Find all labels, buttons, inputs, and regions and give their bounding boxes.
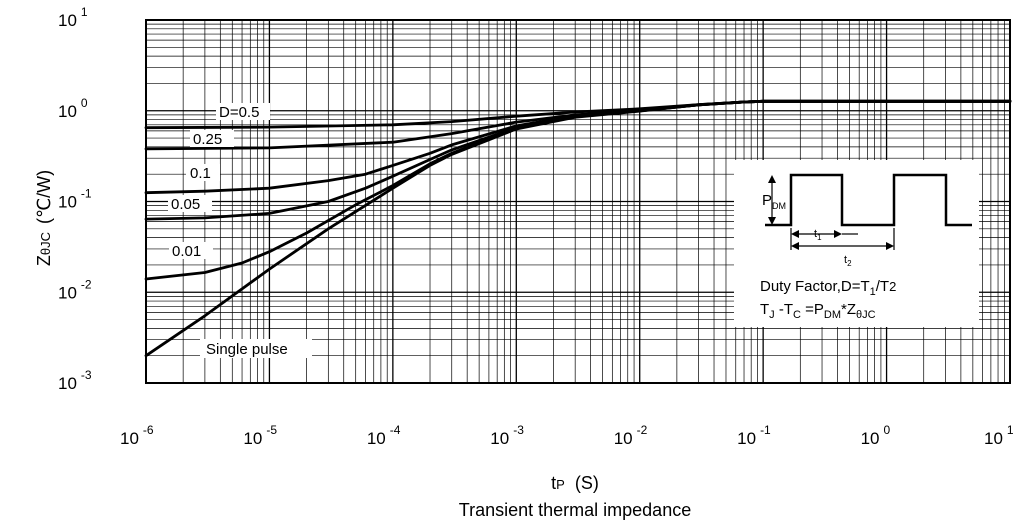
x-tick-label: 10 -6: [120, 423, 154, 448]
pdm-arrow-head-top: [768, 175, 776, 183]
curve-label-d01: 0.1: [190, 165, 211, 182]
pdm-arrow-head-bottom: [768, 217, 776, 225]
x-tick-label: 10 -4: [367, 423, 401, 448]
y-tick-label: 10 -1: [58, 187, 92, 212]
curve-label-d025: 0.25: [193, 131, 222, 148]
curve-label-d001: 0.01: [172, 243, 201, 260]
series-line-5: [144, 99, 1012, 358]
inset-panel: [734, 160, 979, 327]
curves: [144, 99, 1012, 358]
t2-label: t2: [844, 254, 852, 268]
curve-label-d005: 0.05: [171, 196, 200, 213]
x-tick-label: 10 -3: [490, 423, 524, 448]
curve-labels: D=0.5 0.25 0.1 0.05 0.01 Single pulse: [168, 103, 312, 358]
pulse-waveform: [765, 173, 972, 227]
y-tick-label: 10 -2: [58, 277, 92, 302]
y-tick-label: 10 0: [58, 96, 88, 121]
x-tick-label: 10 1: [984, 423, 1014, 448]
x-tick-label: 10 0: [861, 423, 891, 448]
t2-arrow-head-left: [791, 242, 799, 250]
curve-label-d05: D=0.5: [219, 104, 259, 121]
y-tick-label: 10 1: [58, 5, 88, 30]
x-axis-title: tP (S): [551, 473, 599, 493]
x-tick-label: 10 -5: [243, 423, 277, 448]
pulse-waveform-inset: PDM t1 t2 Duty Factor,D=T1/T2 TJ -TC =PD…: [760, 173, 972, 321]
chart-caption: Transient thermal impedance: [459, 500, 691, 520]
y-axis-title: ZθJC(℃/W): [34, 170, 54, 266]
x-tick-label: 10 -2: [614, 423, 648, 448]
plot-frame: [145, 19, 1011, 384]
pdm-label: PDM: [762, 192, 786, 211]
duty-factor-text: Duty Factor,D=T1/T2: [760, 278, 896, 298]
t2-arrow-head-right: [886, 242, 894, 250]
x-tick-label: 10 -1: [737, 423, 771, 448]
y-tick-label: 10 -3: [58, 368, 92, 393]
t1-arrow-head-left: [791, 230, 799, 238]
x-tick-labels: 10 -6 10 -5 10 -4 10 -3 10 -2 10 -1 10 0 10 1: [120, 423, 1014, 448]
curve-label-single-pulse: Single pulse: [206, 341, 288, 358]
junction-formula-text: TJ -TC =PDM*ZθJC: [760, 301, 876, 321]
t1-arrow-head-right: [834, 230, 842, 238]
t1-label: t1: [814, 228, 822, 242]
